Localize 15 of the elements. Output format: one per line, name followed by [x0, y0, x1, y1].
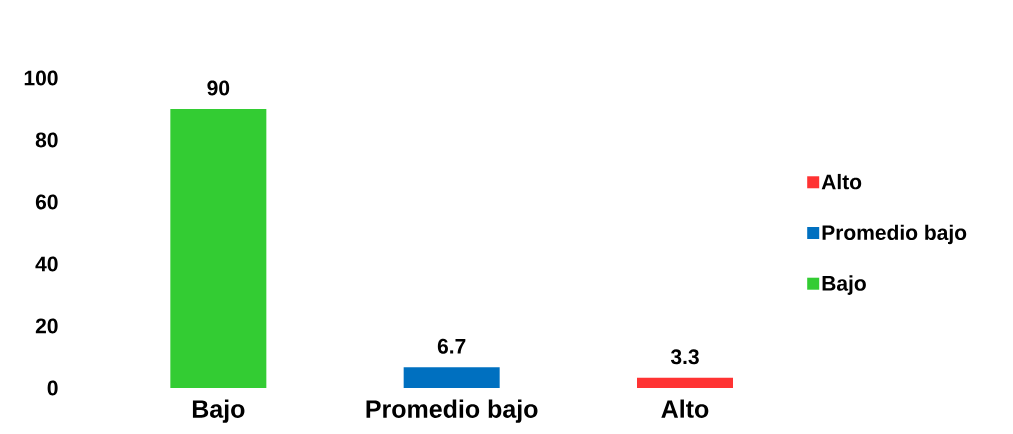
y-tick-label: 60: [35, 194, 58, 210]
x-tick-label: Alto: [661, 399, 709, 418]
y-tick-label: 80: [35, 132, 58, 148]
data-label: 3.3: [670, 349, 699, 365]
legend-label: Alto: [821, 173, 862, 190]
x-tick-label: Bajo: [192, 399, 245, 423]
y-tick-label: 20: [35, 318, 58, 334]
legend-label: Promedio bajo: [822, 224, 967, 245]
data-label: 90: [207, 80, 230, 96]
y-tick-label: 0: [47, 380, 58, 396]
x-tick-label: Promedio bajo: [366, 399, 538, 423]
legend-label: Bajo: [822, 275, 866, 295]
y-tick-label: 40: [35, 256, 58, 272]
y-tick-label: 100: [24, 70, 58, 86]
data-label: 6.7: [437, 338, 466, 354]
